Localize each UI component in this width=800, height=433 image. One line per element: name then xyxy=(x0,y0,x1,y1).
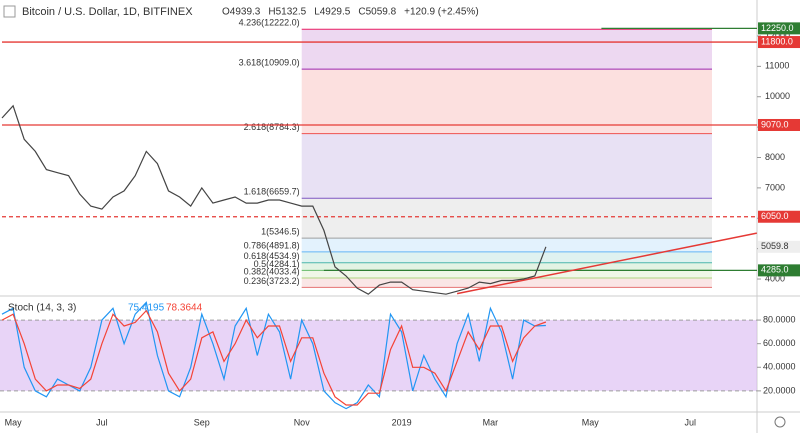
settings-icon[interactable] xyxy=(774,416,786,428)
price-label: 11800.0 xyxy=(761,36,793,46)
fib-label: 0.5(4284.1) xyxy=(254,259,300,269)
price-label: 4285.0 xyxy=(761,265,789,275)
menu-icon[interactable] xyxy=(3,5,16,18)
fib-label: 1(5346.5) xyxy=(261,226,300,236)
fib-band xyxy=(301,262,712,271)
x-tick-label: Mar xyxy=(483,417,499,427)
ohlc-value: O4939.3 xyxy=(222,7,261,18)
fib-band xyxy=(301,270,712,279)
ohlc-value: L4929.5 xyxy=(314,7,351,18)
fib-label: 3.618(10909.0) xyxy=(239,57,300,67)
fib-label: 4.236(12222.0) xyxy=(239,18,300,28)
stoch-line xyxy=(1,301,546,410)
price-label: 9070.0 xyxy=(761,119,789,129)
stoch-value: 78.3644 xyxy=(166,303,203,314)
price-label-bg xyxy=(758,22,800,35)
fib-label: 0.618(4534.9) xyxy=(244,251,300,261)
last-price-label: 5059.8 xyxy=(761,241,789,251)
x-tick-label: May xyxy=(5,417,23,427)
y-tick-label: 8000 xyxy=(765,152,785,162)
price-label-bg xyxy=(758,36,800,49)
fib-band xyxy=(301,238,712,252)
stoch-band xyxy=(0,320,757,391)
fib-label: 1.618(6659.7) xyxy=(244,187,300,197)
y-tick-label: 60.0000 xyxy=(763,338,796,348)
fib-band xyxy=(301,29,712,70)
fib-label: 0.786(4891.8) xyxy=(244,240,300,250)
x-tick-label: Jul xyxy=(96,417,108,427)
stoch-line xyxy=(1,309,547,406)
y-tick-label: 7000 xyxy=(765,182,785,192)
ohlc-value: C5059.8 xyxy=(358,7,396,18)
y-tick-label: 12000 xyxy=(765,30,790,40)
y-tick-label: 10000 xyxy=(765,91,790,101)
price-label-bg xyxy=(758,210,800,223)
fib-band xyxy=(301,198,712,239)
price-label: 12250.0 xyxy=(761,23,794,33)
indicator-title: Stoch (14, 3, 3) xyxy=(8,303,76,314)
price-label-bg xyxy=(758,264,800,277)
last-price-bg xyxy=(758,240,800,253)
x-tick-label: Jul xyxy=(684,417,696,427)
x-tick-label: Nov xyxy=(294,417,311,427)
fib-band xyxy=(301,69,712,134)
x-tick-label: May xyxy=(582,417,600,427)
fib-label: 0.236(3723.2) xyxy=(244,276,300,286)
y-tick-label: 40.0000 xyxy=(763,362,796,372)
fib-band xyxy=(301,278,712,288)
price-line xyxy=(1,104,547,295)
trendline xyxy=(456,232,757,295)
y-tick-label: 11000 xyxy=(765,61,789,71)
fib-band xyxy=(301,251,712,263)
y-tick-label: 20.0000 xyxy=(763,385,796,395)
x-tick-label: Sep xyxy=(194,417,210,427)
chart-title: Bitcoin / U.S. Dollar, 1D, BITFINEX xyxy=(22,6,193,18)
ohlc-value: +120.9 (+2.45%) xyxy=(404,7,479,18)
x-tick-label: 2019 xyxy=(392,417,412,427)
ohlc-value: H5132.5 xyxy=(268,7,306,18)
fib-band xyxy=(301,133,712,199)
price-label: 6050.0 xyxy=(761,211,789,221)
fib-label: 0.382(4033.4) xyxy=(244,266,300,276)
fib-label: 2.618(8784.3) xyxy=(244,122,300,132)
stoch-value: 75.4195 xyxy=(128,303,165,314)
price-label-bg xyxy=(758,118,800,131)
y-tick-label: 80.0000 xyxy=(763,314,796,324)
y-tick-label: 4000 xyxy=(765,273,785,283)
